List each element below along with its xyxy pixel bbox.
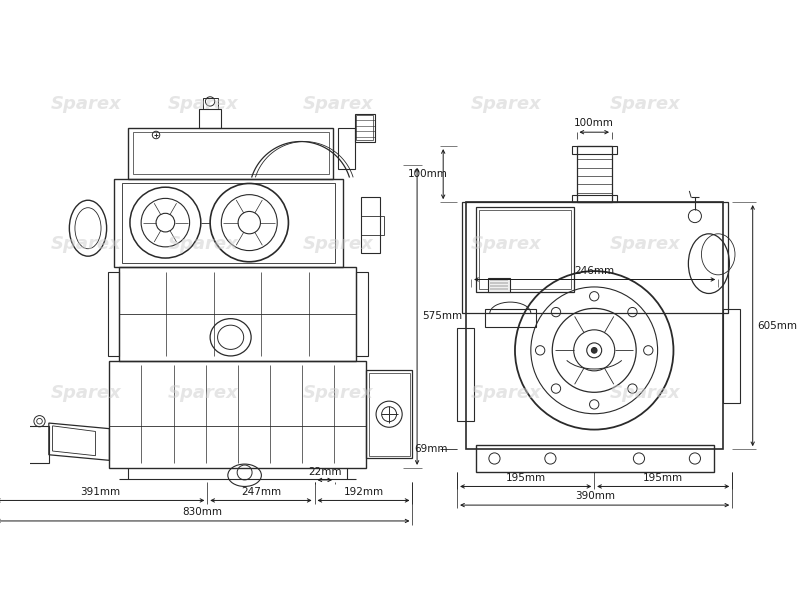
Bar [488,278,510,292]
Bar [354,113,375,142]
Bar [21,426,49,463]
Bar [357,115,374,140]
Text: 195mm: 195mm [643,473,683,483]
Bar [572,194,617,202]
Bar [199,109,222,128]
Bar [122,184,335,263]
Bar [118,268,357,361]
Text: 22mm: 22mm [308,467,342,477]
Bar [476,445,714,472]
Text: Sparex: Sparex [302,235,374,253]
Text: Sparex: Sparex [610,384,681,402]
Bar [114,179,342,268]
Text: Sparex: Sparex [302,95,374,113]
Bar [369,373,410,455]
Text: 69mm: 69mm [414,444,448,454]
Text: Sparex: Sparex [470,384,541,402]
Bar [128,128,333,179]
Bar [357,272,368,356]
Text: Sparex: Sparex [610,235,681,253]
Bar [466,202,723,449]
Bar [361,197,380,253]
Text: Sparex: Sparex [167,95,238,113]
Bar [202,98,218,109]
Bar [572,146,617,154]
Text: 390mm: 390mm [574,491,614,502]
Text: Sparex: Sparex [50,384,122,402]
Text: 391mm: 391mm [80,487,120,497]
Text: 830mm: 830mm [182,507,222,517]
Bar [577,146,612,202]
Bar [478,209,571,289]
Bar [723,310,740,403]
Text: 575mm: 575mm [422,311,462,322]
Bar [485,308,537,327]
Bar [476,207,574,292]
Bar [338,128,354,169]
Bar [107,272,118,356]
Bar [462,202,727,313]
Bar [361,216,385,235]
Bar [366,370,413,458]
Text: Sparex: Sparex [610,95,681,113]
Text: 246mm: 246mm [574,266,614,276]
Text: Sparex: Sparex [302,384,374,402]
Text: Sparex: Sparex [50,235,122,253]
Text: Sparex: Sparex [50,95,122,113]
Text: 195mm: 195mm [506,473,546,483]
Text: 247mm: 247mm [241,487,281,497]
Text: Sparex: Sparex [167,384,238,402]
Circle shape [591,347,597,353]
Text: 100mm: 100mm [574,118,614,128]
Bar [133,132,329,174]
Bar [110,361,366,468]
Text: 100mm: 100mm [408,169,448,179]
Text: 192mm: 192mm [343,487,383,497]
Text: Sparex: Sparex [167,235,238,253]
Bar [457,328,474,421]
Text: 605mm: 605mm [758,320,798,331]
Text: Sparex: Sparex [470,235,541,253]
Text: Sparex: Sparex [470,95,541,113]
